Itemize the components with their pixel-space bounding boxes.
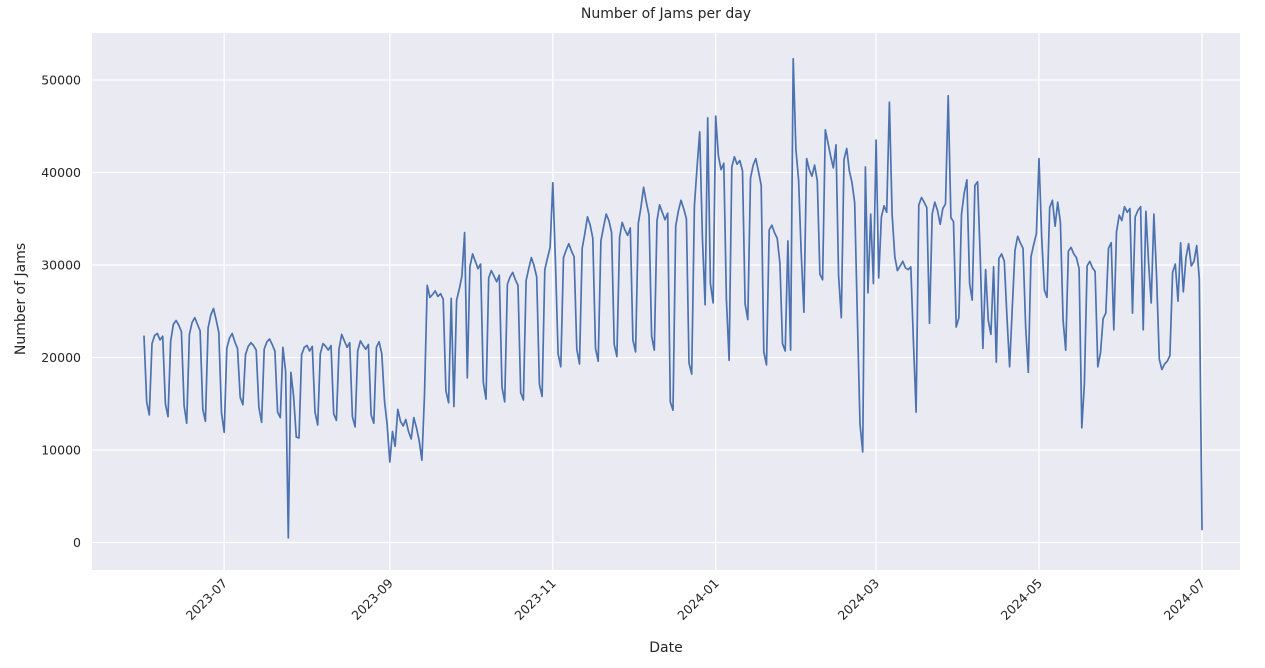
x-axis-label: Date xyxy=(649,640,683,656)
y-tick-label: 0 xyxy=(73,535,81,550)
y-tick-label: 20000 xyxy=(41,350,81,365)
x-tick-label: 2024-07 xyxy=(1161,576,1209,624)
y-tick-label: 50000 xyxy=(41,73,81,88)
x-tick-label: 2024-03 xyxy=(835,576,883,624)
y-tick-label: 10000 xyxy=(41,443,81,458)
jams-series-line xyxy=(143,57,1203,539)
chart-title: Number of Jams per day xyxy=(580,6,752,22)
plot-area xyxy=(92,33,1240,570)
x-tick-label: 2024-05 xyxy=(998,576,1046,624)
x-tick-label: 2024-01 xyxy=(674,576,722,624)
y-tick-label: 40000 xyxy=(41,165,81,180)
x-tick-label: 2023-09 xyxy=(348,575,396,623)
y-axis-label: Number of Jams xyxy=(13,242,29,356)
y-tick-label: 30000 xyxy=(41,258,81,273)
x-tick-label: 2023-11 xyxy=(511,576,559,624)
x-tick-label: 2023-07 xyxy=(183,576,231,624)
